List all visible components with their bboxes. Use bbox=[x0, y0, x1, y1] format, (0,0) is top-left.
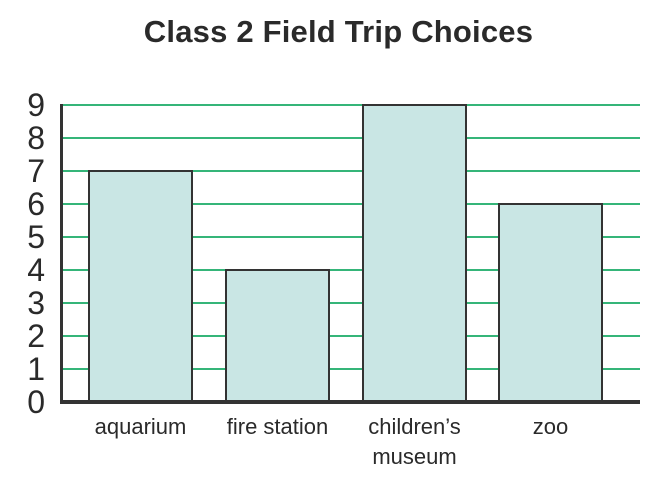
x-category-label-line: zoo bbox=[532, 414, 569, 439]
x-category-label-line: fire station bbox=[226, 414, 329, 439]
gridline-4 bbox=[63, 269, 640, 271]
bar-zoo bbox=[498, 203, 603, 402]
gridline-6 bbox=[63, 203, 640, 205]
gridline-2 bbox=[63, 335, 640, 337]
y-tick-label-6: 6 bbox=[27, 186, 45, 222]
x-category-label-aquarium: aquarium bbox=[95, 412, 187, 442]
gridline-1 bbox=[63, 368, 640, 370]
y-tick-label-8: 8 bbox=[27, 120, 45, 156]
y-tick-label-9: 9 bbox=[27, 87, 45, 123]
x-category-label-fire-station: fire station bbox=[227, 412, 329, 442]
y-tick-label-2: 2 bbox=[27, 318, 45, 354]
bar-fire-station bbox=[225, 269, 330, 402]
chart-title: Class 2 Field Trip Choices bbox=[143, 14, 534, 49]
x-category-label-children-s-museum: children’s museum bbox=[368, 412, 461, 472]
x-category-label-line: children’s bbox=[368, 414, 461, 439]
y-axis-line bbox=[60, 104, 63, 404]
gridline-9 bbox=[63, 104, 640, 106]
bar-aquarium bbox=[88, 170, 193, 402]
x-category-label-zoo: zoo bbox=[533, 412, 568, 442]
y-tick-label-7: 7 bbox=[27, 153, 45, 189]
y-tick-label-4: 4 bbox=[27, 252, 45, 288]
bar-children-s-museum bbox=[362, 104, 467, 402]
plot-area bbox=[60, 104, 640, 404]
x-axis-line bbox=[60, 400, 640, 404]
y-tick-label-1: 1 bbox=[27, 351, 45, 387]
y-tick-label-5: 5 bbox=[27, 219, 45, 255]
x-category-label-line: museum bbox=[372, 444, 457, 469]
gridline-5 bbox=[63, 236, 640, 238]
gridline-3 bbox=[63, 302, 640, 304]
y-tick-label-3: 3 bbox=[27, 285, 45, 321]
x-category-label-line: aquarium bbox=[94, 414, 187, 439]
gridline-7 bbox=[63, 170, 640, 172]
y-tick-label-0: 0 bbox=[27, 384, 45, 420]
gridline-8 bbox=[63, 137, 640, 139]
